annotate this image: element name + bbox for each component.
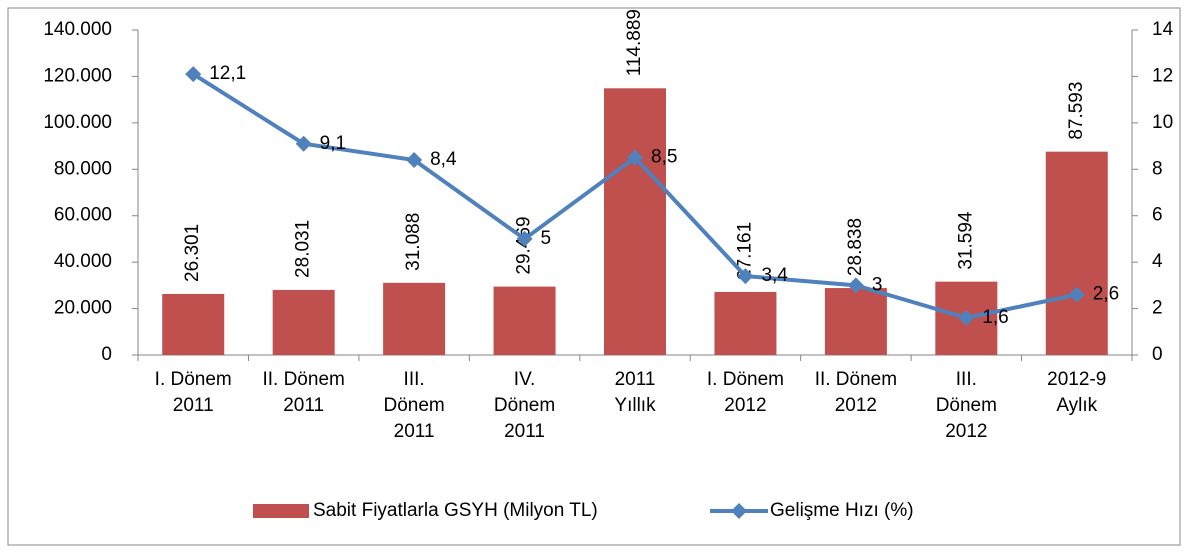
bar-value-label: 114.889	[624, 9, 645, 76]
line-value-label: 9,1	[320, 133, 346, 154]
x-tick-label: 2012-9 Aylık	[1047, 369, 1107, 416]
x-tick-label: I. Dönem 2011	[154, 369, 232, 416]
legend-swatch	[731, 503, 747, 519]
y2-tick-label: 2	[1152, 298, 1163, 319]
bar-value-label: 27.161	[734, 222, 755, 280]
line-value-label: 8,5	[651, 147, 677, 168]
x-tick-label: II. Dönem 2012	[814, 369, 898, 416]
y-tick-label: 0	[101, 344, 112, 365]
line-marker	[847, 277, 864, 294]
x-tick-label: III. Dönem 2011	[383, 369, 445, 442]
y-tick-label: 40.000	[54, 251, 112, 272]
line-marker	[1068, 286, 1085, 303]
bar-value-label: 87.593	[1066, 82, 1087, 140]
line-marker	[958, 309, 975, 326]
line-marker	[295, 135, 312, 152]
line-marker	[627, 149, 643, 166]
line-value-label: 1,6	[982, 307, 1008, 328]
bar-value-label: 31.594	[955, 211, 976, 270]
legend-swatch	[253, 504, 309, 518]
y2-tick-label: 12	[1152, 65, 1173, 86]
y-tick-label: 20.000	[54, 298, 112, 319]
bar	[1045, 151, 1108, 355]
x-tick-label: III. Dönem 2012	[935, 369, 997, 442]
y2-tick-label: 10	[1152, 112, 1173, 133]
line-marker	[406, 152, 423, 168]
bar-value-label: 28.838	[845, 218, 866, 276]
chart-border	[7, 7, 1181, 546]
legend-label: Sabit Fiyatlarla GSYH (Milyon TL)	[313, 500, 598, 521]
y2-tick-label: 4	[1152, 251, 1163, 272]
y-tick-label: 100.000	[43, 112, 112, 133]
bar	[714, 291, 777, 355]
bar	[272, 289, 335, 355]
line-value-label: 3,4	[761, 265, 788, 286]
line-value-label: 5	[541, 228, 552, 249]
bar	[604, 88, 666, 355]
x-tick-label: II. Dönem 2011	[262, 369, 345, 416]
x-tick-label: 2011 Yıllık	[614, 369, 656, 416]
y2-tick-label: 6	[1152, 205, 1163, 226]
line-value-label: 12,1	[209, 63, 246, 84]
bar	[383, 282, 446, 355]
line-marker	[737, 268, 754, 285]
y-tick-label: 120.000	[43, 65, 112, 86]
bar-value-label: 28.031	[293, 220, 314, 278]
bar	[493, 286, 556, 355]
bar-value-label: 26.301	[182, 224, 203, 282]
x-tick-label: IV. Dönem 2011	[493, 369, 556, 442]
bar	[824, 288, 887, 355]
bar-value-label: 31.088	[403, 213, 424, 271]
y2-tick-label: 14	[1152, 19, 1174, 40]
bar	[162, 293, 225, 355]
line-marker	[185, 66, 202, 83]
legend-label: Gelişme Hızı (%)	[770, 500, 914, 521]
y2-tick-label: 0	[1152, 344, 1163, 365]
y-tick-label: 60.000	[54, 205, 112, 226]
line-marker	[516, 230, 533, 247]
line-value-label: 3	[872, 274, 883, 295]
line-value-label: 2,6	[1093, 284, 1119, 305]
y-tick-label: 140.000	[43, 19, 112, 40]
x-tick-label: I. Dönem 2012	[706, 369, 784, 416]
line-value-label: 8,4	[430, 149, 457, 170]
y2-tick-label: 8	[1152, 158, 1163, 179]
y-tick-label: 80.000	[54, 158, 112, 179]
